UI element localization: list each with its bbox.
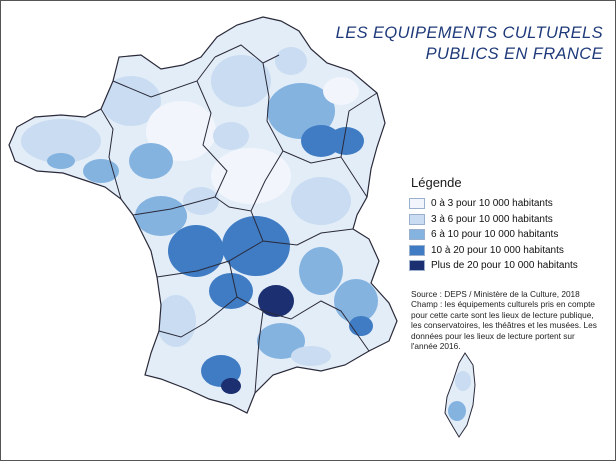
source-line: l'année 2016. (411, 341, 461, 352)
title-line-2: PUBLICS EN FRANCE (425, 45, 603, 63)
source-line: pour cette carte sont les lieux de lectu… (411, 309, 594, 320)
legend-label: Plus de 20 pour 10 000 habitants (431, 260, 578, 272)
source-line: Champ : les équipements culturels pris e… (411, 299, 596, 310)
legend-swatch (409, 244, 425, 256)
legend-swatch (409, 229, 425, 241)
source-line: les conservatoires, les théâtres et les … (411, 320, 597, 331)
legend-label: 6 à 10 pour 10 000 habitants (431, 229, 559, 241)
source-line: Source : DEPS / Ministère de la Culture,… (411, 289, 580, 299)
legend-item: 10 à 20 pour 10 000 habitants (409, 243, 609, 259)
legend-label: 10 à 20 pour 10 000 habitants (431, 244, 564, 256)
corsica (444, 352, 476, 438)
legend-title: Légende (411, 175, 462, 190)
region-borders (8, 16, 398, 414)
legend: Légende 0 à 3 pour 10 000 habitants 3 à … (409, 175, 609, 274)
legend-item: 3 à 6 pour 10 000 habitants (409, 212, 609, 228)
legend-item: Plus de 20 pour 10 000 habitants (409, 258, 609, 274)
title-line-1: LES EQUIPEMENTS CULTURELS (335, 24, 603, 42)
source-note: Source : DEPS / Ministère de la Culture,… (411, 289, 615, 352)
legend-swatch (409, 213, 425, 225)
legend-label: 3 à 6 pour 10 000 habitants (431, 213, 553, 225)
map-title: LES EQUIPEMENTS CULTURELS PUBLICS EN FRA… (336, 23, 603, 65)
source-line: données pour les lieux de lecture porten… (411, 330, 575, 341)
legend-label: 0 à 3 pour 10 000 habitants (431, 198, 553, 210)
legend-swatch (409, 198, 425, 210)
legend-swatch (409, 260, 425, 272)
mainland-france (8, 16, 398, 414)
density-patches (21, 47, 378, 394)
legend-item: 0 à 3 pour 10 000 habitants (409, 196, 609, 212)
legend-item: 6 à 10 pour 10 000 habitants (409, 227, 609, 243)
